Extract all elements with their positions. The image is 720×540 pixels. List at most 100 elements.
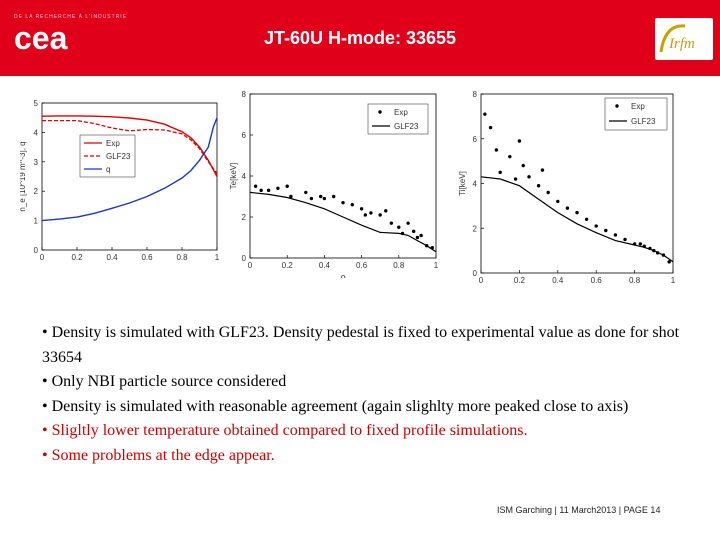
data-point xyxy=(415,235,420,240)
data-point xyxy=(289,194,293,199)
data-point xyxy=(309,196,314,201)
data-point xyxy=(350,203,354,207)
data-point xyxy=(397,225,401,229)
footer-info: ISM Garching | 11 March2013 | xyxy=(497,505,622,515)
y-tick-label: 3 xyxy=(34,158,39,167)
data-point xyxy=(517,139,522,143)
y-axis-label: Ti[keV] xyxy=(458,171,467,196)
data-point xyxy=(494,148,499,152)
y-axis-label: n_e [10^19 m^-3], q xyxy=(20,141,27,211)
data-point xyxy=(285,184,289,188)
legend-box xyxy=(604,97,668,131)
data-point xyxy=(508,154,512,159)
data-point xyxy=(363,213,368,217)
data-point xyxy=(341,200,345,205)
org-tagline: DE LA RECHERCHE À L'INDUSTRIE xyxy=(14,14,128,20)
data-point xyxy=(389,221,394,225)
data-point xyxy=(266,188,271,193)
footer: ISM Garching | 11 March2013 | PAGE 14 xyxy=(497,505,660,515)
legend-label: GLF23 xyxy=(106,152,131,161)
cea-logo-text: cea xyxy=(14,21,68,55)
data-point xyxy=(332,194,336,199)
data-point xyxy=(259,188,263,193)
x-tick-label: 1 xyxy=(434,261,439,270)
data-point xyxy=(369,211,373,215)
bullet-4: • Sligltly lower temperature obtained co… xyxy=(42,422,528,439)
data-point xyxy=(521,163,525,168)
density-plot: 0 0.2 0.4 0.6 0.8 1 0 1 2 3 4 5 n_e [10^19 m^-3], q E… xyxy=(20,95,225,270)
data-point xyxy=(613,233,618,237)
bullet-list: • Density is simulated with GLF23. Densi… xyxy=(42,321,682,468)
series-line-q xyxy=(41,117,218,222)
x-axis-label: ρ xyxy=(340,272,345,278)
y-tick-label: 4 xyxy=(34,128,39,137)
data-point xyxy=(638,242,643,246)
x-tick-label: 0.8 xyxy=(629,276,641,285)
data-point xyxy=(406,221,410,225)
data-point xyxy=(540,168,545,172)
legend-label: GLF23 xyxy=(394,122,419,131)
x-tick-label: 0.2 xyxy=(71,253,83,262)
data-point xyxy=(378,213,382,217)
legend-box xyxy=(367,103,429,135)
series-line-glf23 xyxy=(42,119,218,174)
x-tick-label: 0.8 xyxy=(393,261,405,270)
te-plot: 0 0.2 0.4 0.6 0.8 1 0 2 4 6 8 ρ Te[keV] Exp GLF23 xyxy=(228,88,443,278)
data-point xyxy=(276,186,280,190)
x-tick-label: 0.4 xyxy=(552,276,564,285)
bullet-1: • Density is simulated with GLF23. Densi… xyxy=(42,324,680,366)
data-point xyxy=(565,206,570,210)
x-tick-label: 0.2 xyxy=(514,276,526,285)
data-point xyxy=(253,184,258,188)
y-tick-label: 6 xyxy=(242,131,247,140)
legend-marker xyxy=(615,104,619,108)
data-point xyxy=(359,207,364,211)
y-tick-label: 1 xyxy=(34,217,39,226)
x-tick-label: 0 xyxy=(248,261,253,270)
x-tick-label: 0.4 xyxy=(319,261,331,270)
x-tick-label: 0 xyxy=(40,253,45,262)
x-tick-label: 1 xyxy=(215,253,220,262)
legend-label: q xyxy=(106,165,110,174)
legend-label: Exp xyxy=(394,108,408,117)
data-point xyxy=(527,175,531,179)
y-tick-label: 0 xyxy=(34,246,39,255)
bullet-5: • Some problems at the edge appear. xyxy=(42,446,275,464)
data-point xyxy=(575,210,579,215)
x-axis-label: ρ xyxy=(574,287,579,288)
y-tick-label: 0 xyxy=(242,254,247,263)
y-tick-label: 2 xyxy=(242,213,247,222)
bullet-3: • Density is simulated with reasonable a… xyxy=(42,397,629,415)
x-tick-label: 0.2 xyxy=(282,261,294,270)
series-line-exp xyxy=(41,115,218,177)
x-tick-label: 0.6 xyxy=(141,253,153,262)
legend-label: Exp xyxy=(631,102,645,111)
legend-label: Exp xyxy=(106,139,120,148)
cea-logo: cea xyxy=(14,21,68,55)
data-point xyxy=(667,260,671,264)
legend-marker xyxy=(378,110,382,114)
data-point xyxy=(513,177,518,181)
data-point xyxy=(604,228,608,233)
series-line-glf23 xyxy=(249,191,437,253)
y-tick-label: 8 xyxy=(242,90,247,99)
data-point xyxy=(623,237,627,242)
data-point xyxy=(556,199,560,204)
legend-box xyxy=(79,134,136,178)
bullet-2: • Only NBI particle source considered xyxy=(42,373,287,390)
x-tick-label: 0.6 xyxy=(356,261,368,270)
irfm-logo-text: Irfm xyxy=(668,36,695,52)
data-point xyxy=(488,125,493,130)
y-tick-label: 2 xyxy=(34,187,39,196)
data-point xyxy=(411,229,416,234)
data-point xyxy=(536,184,541,188)
y-tick-label: 0 xyxy=(473,269,478,278)
y-tick-label: 4 xyxy=(473,180,478,189)
data-point xyxy=(546,190,550,195)
x-tick-label: 0.4 xyxy=(106,253,118,262)
data-point xyxy=(483,112,487,116)
legend-label: GLF23 xyxy=(631,117,656,126)
irfm-logo: Irfm xyxy=(655,18,713,60)
series-line-glf23 xyxy=(480,176,674,263)
data-point xyxy=(419,233,423,238)
